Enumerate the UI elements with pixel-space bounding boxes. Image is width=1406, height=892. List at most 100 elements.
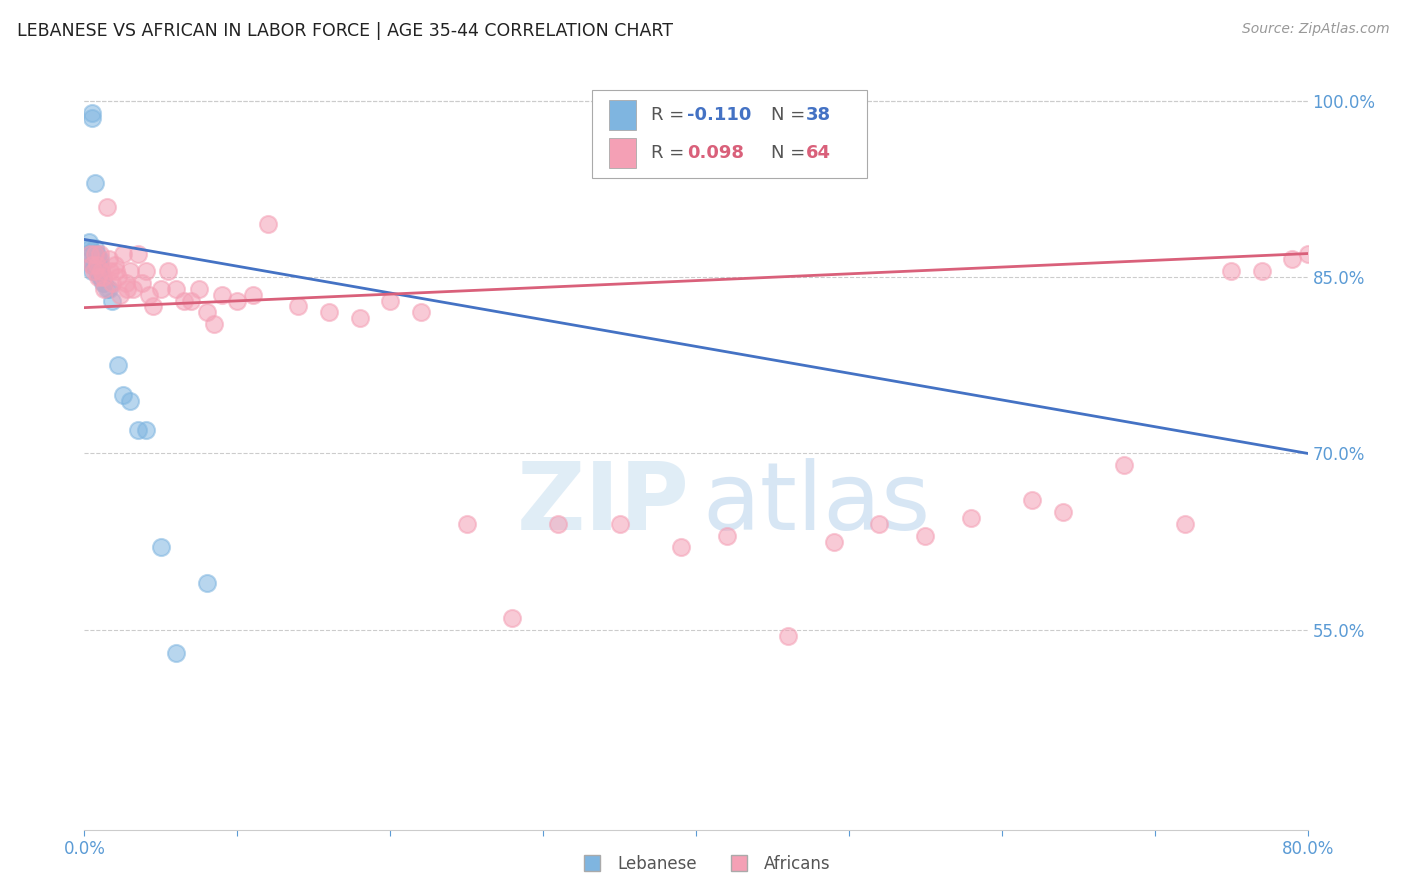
Point: [86, 252, 108, 267]
Point: [157, 264, 180, 278]
Text: R =: R =: [651, 106, 690, 124]
Point: [1021, 493, 1043, 508]
Point: [104, 258, 127, 272]
Point: [97, 282, 120, 296]
Point: [84, 176, 107, 190]
Point: [90, 264, 112, 278]
Point: [127, 246, 149, 260]
Point: [716, 529, 738, 543]
Point: [91, 270, 114, 285]
Point: [86, 258, 108, 272]
Point: [87, 258, 110, 272]
Point: [89, 258, 111, 272]
Point: [84, 246, 107, 260]
Legend: Lebanese, Africans: Lebanese, Africans: [569, 848, 837, 880]
Point: [669, 541, 692, 555]
Point: [138, 287, 160, 301]
Text: LEBANESE VS AFRICAN IN LABOR FORCE | AGE 35-44 CORRELATION CHART: LEBANESE VS AFRICAN IN LABOR FORCE | AGE…: [17, 22, 673, 40]
Point: [93, 282, 115, 296]
Point: [96, 282, 118, 296]
Point: [127, 423, 149, 437]
Point: [120, 393, 142, 408]
Point: [211, 287, 233, 301]
Point: [149, 282, 172, 296]
Point: [823, 534, 845, 549]
Point: [180, 293, 202, 308]
Point: [96, 200, 118, 214]
Point: [89, 246, 111, 260]
Point: [89, 270, 111, 285]
Point: [115, 282, 138, 296]
Point: [776, 629, 799, 643]
Point: [111, 246, 134, 260]
Point: [131, 276, 153, 290]
Point: [1220, 264, 1243, 278]
Point: [349, 311, 371, 326]
Point: [98, 264, 121, 278]
Point: [89, 252, 111, 267]
Point: [502, 611, 524, 625]
Point: [1052, 505, 1074, 519]
FancyBboxPatch shape: [609, 138, 636, 169]
Point: [101, 293, 124, 308]
Point: [93, 276, 115, 290]
Point: [120, 264, 142, 278]
Point: [79, 246, 101, 260]
Point: [80, 105, 103, 120]
Point: [195, 305, 218, 319]
Point: [105, 264, 128, 278]
Point: [142, 300, 165, 314]
Point: [380, 293, 402, 308]
Point: [1250, 264, 1272, 278]
Point: [86, 246, 108, 260]
Point: [91, 276, 114, 290]
Point: [609, 516, 631, 531]
Point: [87, 252, 110, 267]
Point: [122, 282, 145, 296]
Point: [195, 575, 218, 590]
Point: [79, 241, 101, 255]
Text: N =: N =: [770, 145, 811, 162]
Point: [226, 293, 249, 308]
Point: [165, 646, 187, 660]
Point: [101, 276, 124, 290]
Point: [1114, 458, 1136, 472]
Point: [107, 358, 129, 372]
Point: [547, 516, 569, 531]
Point: [409, 305, 432, 319]
Point: [173, 293, 195, 308]
Text: 64: 64: [806, 145, 831, 162]
Point: [1281, 252, 1303, 267]
Point: [1296, 246, 1319, 260]
Point: [83, 264, 105, 278]
Point: [914, 529, 936, 543]
Point: [869, 516, 891, 531]
Point: [135, 264, 157, 278]
Point: [202, 317, 225, 331]
Point: [111, 387, 134, 401]
Point: [80, 258, 103, 272]
Point: [84, 241, 107, 255]
Point: [83, 246, 105, 260]
Point: [77, 235, 100, 249]
Point: [90, 270, 112, 285]
Text: 0.098: 0.098: [688, 145, 744, 162]
Point: [149, 541, 172, 555]
Point: [80, 264, 103, 278]
FancyBboxPatch shape: [592, 90, 868, 178]
Text: 38: 38: [806, 106, 831, 124]
Point: [456, 516, 478, 531]
Point: [97, 252, 120, 267]
Point: [80, 258, 103, 272]
Point: [80, 112, 103, 126]
Point: [84, 246, 107, 260]
Point: [242, 287, 264, 301]
Point: [960, 511, 983, 525]
FancyBboxPatch shape: [609, 100, 636, 130]
Point: [76, 246, 98, 260]
Point: [79, 246, 101, 260]
Point: [257, 217, 280, 231]
Point: [83, 258, 105, 272]
Point: [188, 282, 211, 296]
Point: [318, 305, 340, 319]
